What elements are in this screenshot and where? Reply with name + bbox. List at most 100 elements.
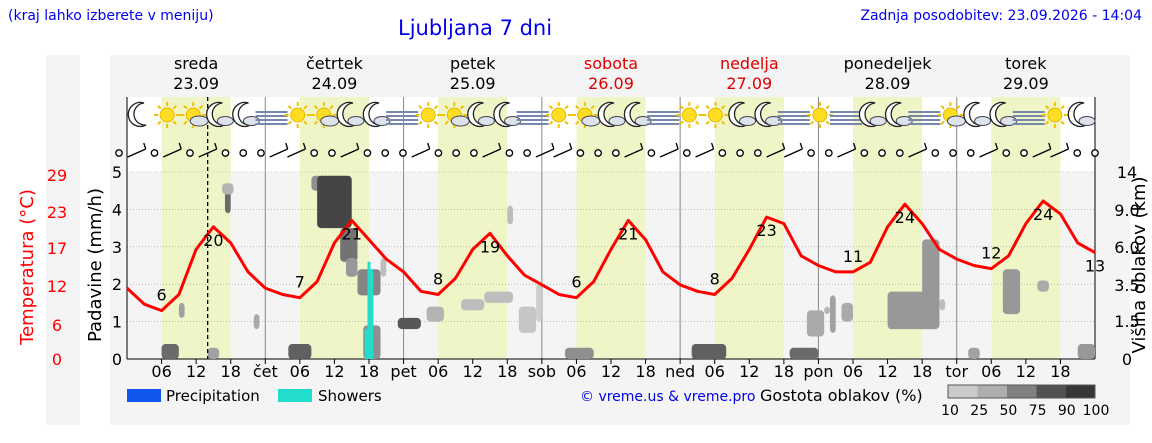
wind-barb — [411, 148, 430, 158]
site-credit-link[interactable]: © vreme.us & vreme.pro — [580, 389, 756, 405]
x-tick-label: pet — [390, 362, 416, 381]
sun-disc — [707, 107, 723, 123]
cloud-block — [518, 306, 537, 333]
sun-ray — [172, 105, 178, 110]
cloud-height-tick-label: 14 — [1117, 163, 1137, 182]
fog-stripe — [386, 115, 419, 117]
x-tick-label: 12 — [463, 362, 483, 381]
sun-ray — [418, 120, 423, 125]
precipitation-legend-label: Precipitation — [166, 387, 260, 405]
sun-icon — [1041, 102, 1068, 128]
cloud-block — [691, 344, 727, 359]
sun-ray — [433, 105, 439, 110]
wind-calm-circle — [860, 149, 869, 157]
x-tick-label: sob — [528, 362, 556, 381]
temperature-value-label: 12 — [981, 244, 1001, 263]
cloud-density-scale-frame — [947, 384, 1096, 399]
sun-ray — [825, 105, 830, 110]
moon-shape — [1067, 101, 1087, 128]
sun-ray — [574, 120, 580, 125]
precip-axis-label: Padavine (mm/h) — [85, 188, 106, 342]
moon-shape — [754, 101, 773, 128]
wind-calm-circle — [328, 149, 336, 157]
cloud-block — [841, 302, 853, 322]
cloud-shape — [1078, 116, 1096, 126]
x-tick-label: 18 — [221, 362, 241, 381]
wind-calm-circle — [186, 149, 194, 157]
cloud-density-tick: 75 — [1029, 403, 1047, 419]
sun-ray — [590, 105, 595, 110]
moon-cloud-icon — [467, 101, 495, 128]
wind-calm-circle — [505, 149, 514, 157]
left-frame — [46, 55, 80, 425]
wind-calm-circle — [966, 149, 975, 157]
fog-stripe — [647, 115, 680, 117]
precip-tick-label: 0 — [112, 350, 122, 369]
wind-calm-circle — [221, 149, 230, 157]
wind-barb — [837, 148, 856, 158]
fog-stripe — [516, 123, 549, 125]
day-date: 23.09 — [173, 74, 219, 93]
sun-ray — [1044, 120, 1050, 125]
day-date: 25.09 — [450, 74, 496, 93]
wind-calm-circle — [807, 149, 815, 157]
moon-cloud-icon — [728, 101, 757, 128]
day-band — [161, 97, 231, 359]
x-tick-label: 06 — [428, 362, 448, 381]
cloud-height-tick-label: 9.0 — [1114, 201, 1139, 220]
precip-tick-label: 4 — [112, 200, 122, 219]
wind-barb — [1032, 148, 1052, 158]
cloud-density-tick: 25 — [970, 403, 988, 419]
night-band — [127, 172, 162, 359]
partly-cloudy-icon — [310, 102, 340, 128]
moon-shape — [597, 101, 617, 128]
cloud-block — [207, 347, 220, 359]
cloud-shape — [946, 115, 966, 127]
sun-icon — [676, 102, 703, 128]
wind-barb — [287, 148, 306, 158]
day-band — [991, 97, 1061, 359]
wind-barb-feather — [710, 142, 715, 150]
day-name: ponedeljek — [844, 54, 933, 73]
cloud-shape — [216, 116, 234, 126]
day-name: četrtek — [306, 54, 364, 73]
cloud-density-swatch — [948, 385, 978, 398]
wind-calm-circle — [736, 149, 744, 157]
wind-barb — [340, 148, 359, 158]
fog-stripe — [1012, 111, 1045, 113]
x-tick-label: 12 — [739, 362, 759, 381]
temp-tick-label: 29 — [47, 166, 67, 185]
cloud-block — [288, 344, 312, 359]
wind-calm-circle — [1073, 149, 1082, 157]
fog-stripe — [516, 119, 549, 121]
temperature-value-label: 11 — [843, 247, 863, 266]
wind-calm-circle — [115, 149, 123, 157]
wind-calm-circle — [576, 149, 585, 157]
moon-shape — [963, 101, 982, 128]
sun-disc — [812, 107, 828, 123]
showers-legend-swatch — [278, 389, 312, 402]
sun-ray — [313, 105, 319, 110]
temperature-value-label: 23 — [756, 221, 776, 240]
moon-shape — [467, 101, 486, 128]
partly-cloudy-icon — [937, 102, 966, 128]
wind-barb-feather — [569, 142, 573, 150]
wind-calm-circle — [470, 149, 478, 157]
sun-ray — [574, 105, 580, 110]
sun-disc — [420, 107, 436, 123]
day-date: 28.09 — [865, 74, 911, 93]
fog-stripe — [386, 111, 419, 113]
cloud-night-icon — [206, 101, 234, 128]
wind-barb — [1050, 148, 1069, 158]
wind-barb-feather — [427, 142, 431, 150]
cloud-block — [461, 299, 485, 311]
sun-disc — [159, 107, 175, 123]
fog-stripe — [830, 111, 862, 113]
wind-barb — [624, 148, 643, 158]
region-menu-note[interactable]: (kraj lahko izberete v meniju) — [8, 8, 214, 24]
wind-barb — [695, 148, 714, 158]
cloud-block — [789, 347, 819, 359]
wind-calm-circle — [434, 149, 443, 157]
x-tick-label: 12 — [186, 362, 206, 381]
temperature-value-label: 20 — [203, 231, 223, 250]
